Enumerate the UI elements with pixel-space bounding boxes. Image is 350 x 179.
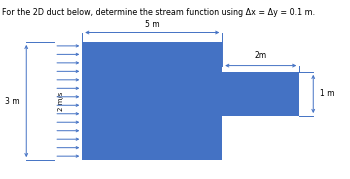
- Text: 3 m: 3 m: [5, 96, 20, 106]
- Text: 2m: 2m: [255, 51, 267, 60]
- Text: 5 m: 5 m: [145, 20, 160, 29]
- Bar: [82, 42, 222, 160]
- Text: 1 m: 1 m: [320, 90, 335, 98]
- Text: 2 m/s: 2 m/s: [58, 91, 64, 111]
- Text: For the 2D duct below, determine the stream function using Δx = Δy = 0.1 m.: For the 2D duct below, determine the str…: [2, 8, 315, 17]
- Bar: [222, 72, 299, 116]
